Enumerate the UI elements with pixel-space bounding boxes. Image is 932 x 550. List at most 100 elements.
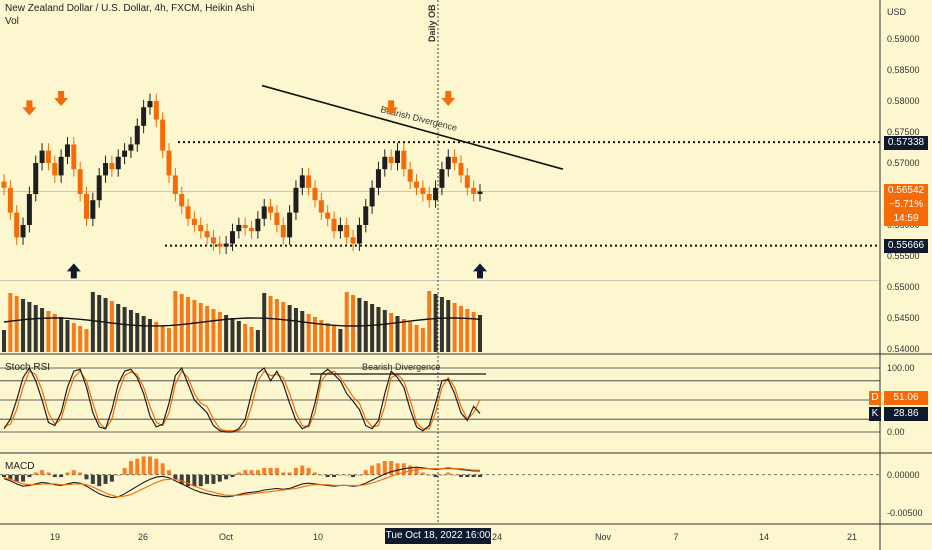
volume-bar xyxy=(14,296,19,352)
volume-bar xyxy=(332,326,337,352)
candle-body xyxy=(337,224,343,232)
candle xyxy=(84,186,90,227)
candle xyxy=(445,149,451,177)
macd-histogram-bar xyxy=(471,474,476,478)
macd-histogram-bar xyxy=(103,474,108,484)
candle xyxy=(350,229,356,251)
candle xyxy=(401,143,407,177)
candle xyxy=(363,198,369,233)
candle xyxy=(268,198,274,221)
candle xyxy=(464,167,470,196)
candle xyxy=(33,155,39,202)
macd-histogram-bar xyxy=(90,474,95,484)
candle xyxy=(274,205,280,233)
candle xyxy=(331,211,337,239)
candle-body xyxy=(312,187,318,201)
candle xyxy=(198,217,204,239)
macd-histogram-bar xyxy=(319,474,324,476)
candle-body xyxy=(458,163,464,176)
candle xyxy=(52,155,58,183)
volume-bar xyxy=(2,330,6,352)
candle-body xyxy=(261,206,267,219)
candle xyxy=(458,155,464,183)
candle-body xyxy=(287,212,293,238)
macd-histogram-bar xyxy=(363,470,368,475)
volume-bar xyxy=(439,297,444,352)
macd-histogram-bar xyxy=(274,467,279,475)
candle-body xyxy=(280,224,286,238)
volume-bar xyxy=(46,311,51,352)
volume-bar xyxy=(249,327,254,352)
volume-bar xyxy=(52,314,57,352)
volume-bar xyxy=(33,305,38,352)
volume-bar xyxy=(236,321,241,352)
candle xyxy=(299,167,305,196)
candle-body xyxy=(90,200,96,219)
candle-body xyxy=(20,224,26,238)
volume-bar xyxy=(325,323,330,352)
time-tick-label: Oct xyxy=(219,532,234,542)
candle-body xyxy=(160,119,166,151)
candle-body xyxy=(471,187,477,194)
macd-histogram-bar xyxy=(2,474,6,478)
candle-body xyxy=(236,224,242,232)
macd-histogram-bar xyxy=(427,474,432,476)
volume-bar xyxy=(109,301,114,352)
candle xyxy=(26,186,32,233)
candle xyxy=(160,112,166,159)
candle-body xyxy=(331,218,337,232)
candle xyxy=(426,186,432,208)
volume-bar xyxy=(395,316,400,352)
volume-bar xyxy=(141,316,146,352)
candle-body xyxy=(375,169,381,188)
macd-histogram-bar xyxy=(439,474,444,476)
candle xyxy=(1,174,7,196)
macd-tick-label: -0.00500 xyxy=(887,508,923,518)
candle xyxy=(71,136,77,177)
support-price-tag: 0.55666 xyxy=(884,239,928,253)
candle-body xyxy=(1,181,7,188)
candle-body xyxy=(77,169,83,194)
candle-body xyxy=(382,156,388,170)
volume-bar xyxy=(427,291,432,352)
candle xyxy=(179,186,185,214)
macd-histogram-bar xyxy=(382,461,387,475)
candle xyxy=(375,161,381,196)
candle-body xyxy=(414,181,420,188)
macd-histogram-bar xyxy=(154,458,159,475)
candle xyxy=(45,143,51,171)
candle xyxy=(7,180,13,221)
candle-body xyxy=(52,163,58,176)
price-tick-label: 0.58000 xyxy=(887,96,920,106)
candle-body xyxy=(356,224,362,244)
candle-body xyxy=(115,156,121,170)
candle-body xyxy=(217,243,223,247)
candle xyxy=(77,161,83,202)
volume-bar xyxy=(8,293,13,352)
candle xyxy=(90,192,96,227)
volume-bar xyxy=(198,303,203,352)
candle xyxy=(337,217,343,239)
volume-bar xyxy=(255,330,260,352)
candle-body xyxy=(477,191,483,194)
candle-body xyxy=(325,212,331,219)
volume-bar xyxy=(370,304,375,352)
volume-bar xyxy=(21,299,26,352)
candle-body xyxy=(84,193,90,219)
stoch-rsi-label: Stoch RSI xyxy=(5,362,51,373)
candle-body xyxy=(464,175,470,188)
macd-histogram-bar xyxy=(344,474,349,476)
volume-bar xyxy=(446,300,451,352)
candle-body xyxy=(242,224,248,229)
macd-histogram-bar xyxy=(236,472,241,475)
candle-body xyxy=(26,193,32,225)
candle xyxy=(433,180,439,208)
candle-body xyxy=(14,212,20,238)
volume-bar xyxy=(351,295,356,352)
candle xyxy=(249,220,255,239)
stoch-series-line xyxy=(3,366,481,433)
candle-body xyxy=(166,150,172,176)
candle xyxy=(223,236,229,255)
volume-bar xyxy=(338,329,343,352)
